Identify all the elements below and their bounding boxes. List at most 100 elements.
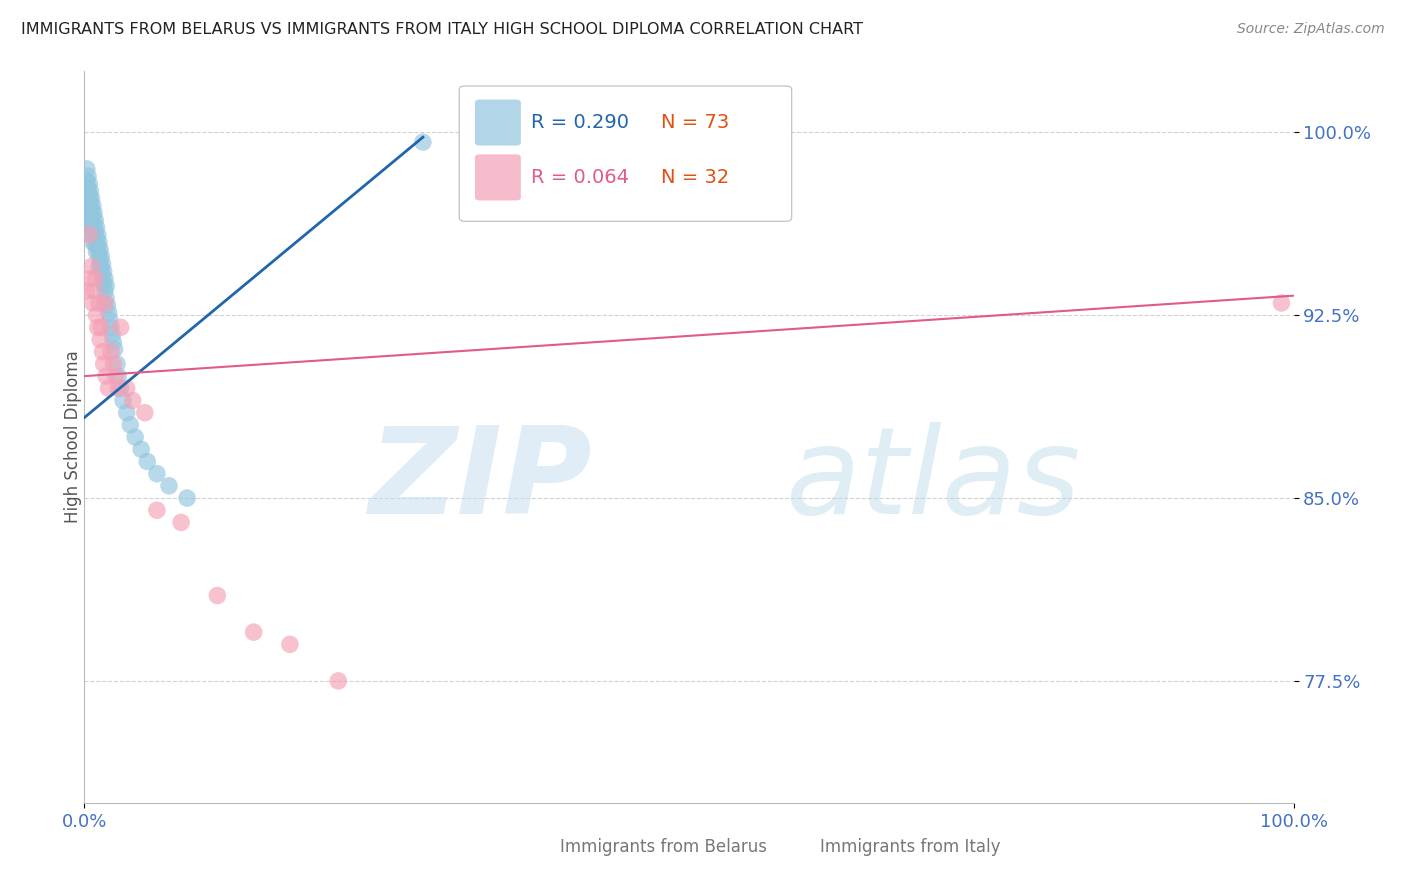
Point xyxy=(77,227,100,242)
Point xyxy=(76,174,98,188)
Point xyxy=(93,277,115,291)
Point xyxy=(103,334,125,349)
Point xyxy=(242,625,264,640)
Point xyxy=(89,254,111,268)
FancyBboxPatch shape xyxy=(460,86,792,221)
Text: Source: ZipAtlas.com: Source: ZipAtlas.com xyxy=(1237,22,1385,37)
Point xyxy=(107,369,129,384)
Point xyxy=(105,357,128,371)
Point xyxy=(101,327,124,342)
Point xyxy=(146,503,169,517)
Point xyxy=(79,208,101,222)
Point xyxy=(110,381,132,395)
Point xyxy=(89,243,111,257)
Text: IMMIGRANTS FROM BELARUS VS IMMIGRANTS FROM ITALY HIGH SCHOOL DIPLOMA CORRELATION: IMMIGRANTS FROM BELARUS VS IMMIGRANTS FR… xyxy=(21,22,863,37)
Text: ZIP: ZIP xyxy=(368,423,592,540)
Point xyxy=(82,223,104,237)
Point xyxy=(77,188,100,202)
Point xyxy=(84,237,107,252)
Point xyxy=(207,589,229,603)
Point xyxy=(90,261,112,276)
Point xyxy=(93,357,115,371)
Point xyxy=(112,393,135,408)
Point xyxy=(157,479,180,493)
Point xyxy=(124,430,146,444)
Point xyxy=(80,215,103,229)
Point xyxy=(80,227,103,242)
Text: Immigrants from Belarus: Immigrants from Belarus xyxy=(560,838,766,855)
Point xyxy=(90,320,112,334)
Point xyxy=(82,235,104,249)
Point xyxy=(87,247,110,261)
Point xyxy=(89,333,111,347)
Point xyxy=(96,298,118,312)
Point xyxy=(76,161,98,176)
Point xyxy=(82,211,104,225)
Point xyxy=(79,184,101,198)
Point xyxy=(328,673,350,688)
Point xyxy=(412,135,434,149)
Point xyxy=(87,235,110,249)
Point xyxy=(97,381,120,395)
Point xyxy=(76,203,98,218)
Text: atlas: atlas xyxy=(786,423,1081,540)
Point xyxy=(94,369,117,384)
Point xyxy=(97,306,120,320)
Point xyxy=(278,637,301,651)
Point xyxy=(77,203,100,218)
Point xyxy=(80,191,103,205)
Point xyxy=(79,196,101,211)
Point xyxy=(86,320,108,334)
Point xyxy=(134,406,156,420)
Point xyxy=(104,369,127,384)
FancyBboxPatch shape xyxy=(509,830,553,864)
Point xyxy=(90,250,112,264)
Point xyxy=(146,467,169,481)
Point xyxy=(93,264,115,278)
Point xyxy=(103,357,125,371)
Point xyxy=(86,244,108,259)
Text: R = 0.290: R = 0.290 xyxy=(530,113,628,132)
Point xyxy=(100,344,122,359)
Point xyxy=(79,271,101,285)
Point xyxy=(176,491,198,505)
Point xyxy=(91,344,114,359)
Point xyxy=(86,227,108,242)
Point xyxy=(110,320,132,334)
Point xyxy=(80,260,103,274)
Point xyxy=(76,284,98,298)
Point xyxy=(82,296,104,310)
Point xyxy=(129,442,152,457)
Point xyxy=(77,191,100,205)
Point xyxy=(83,206,105,220)
Point xyxy=(115,406,138,420)
Point xyxy=(121,393,143,408)
Point xyxy=(136,454,159,468)
Point xyxy=(91,257,114,271)
Point xyxy=(86,233,108,247)
Point xyxy=(77,201,100,215)
Point xyxy=(77,215,100,229)
Point xyxy=(1270,296,1292,310)
Text: N = 73: N = 73 xyxy=(661,113,730,132)
Point xyxy=(104,343,127,357)
Point xyxy=(86,220,108,235)
Point xyxy=(84,213,107,227)
Point xyxy=(84,271,107,285)
Point xyxy=(75,178,97,193)
Point xyxy=(86,240,108,254)
FancyBboxPatch shape xyxy=(769,830,813,864)
Point xyxy=(98,313,121,327)
Point xyxy=(76,186,98,201)
Y-axis label: High School Diploma: High School Diploma xyxy=(65,351,82,524)
Point xyxy=(77,215,100,229)
Point xyxy=(87,260,110,274)
Point xyxy=(82,198,104,212)
Point xyxy=(77,181,100,195)
Point xyxy=(115,381,138,395)
FancyBboxPatch shape xyxy=(475,154,520,201)
Point xyxy=(94,291,117,305)
Point xyxy=(91,269,114,284)
Point xyxy=(94,284,117,298)
Point xyxy=(77,169,100,184)
